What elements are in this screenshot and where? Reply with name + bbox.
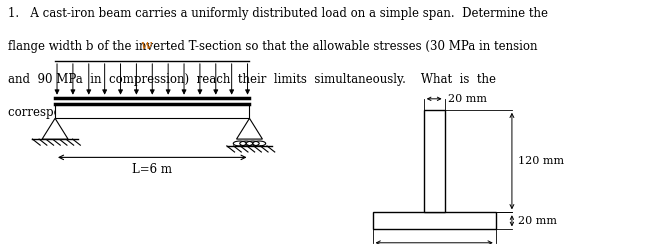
Text: corresponding load w?: corresponding load w? [8,106,143,119]
Text: L=6 m: L=6 m [132,163,172,176]
Text: and  90 MPa  in  compression)  reach  their  limits  simultaneously.    What  is: and 90 MPa in compression) reach their l… [8,73,496,86]
Text: 20 mm: 20 mm [518,216,557,226]
Polygon shape [42,118,68,139]
Bar [55,104,249,118]
Bar [424,110,445,212]
Text: 20 mm: 20 mm [448,94,487,104]
Polygon shape [237,118,262,139]
Text: 120 mm: 120 mm [518,156,564,166]
Text: w: w [140,40,152,52]
Bar [373,212,496,229]
Text: 1.   A cast-iron beam carries a uniformly distributed load on a simple span.  De: 1. A cast-iron beam carries a uniformly … [8,7,548,20]
Text: flange width b of the inverted T-section so that the allowable stresses (30 MPa : flange width b of the inverted T-section… [8,40,537,53]
